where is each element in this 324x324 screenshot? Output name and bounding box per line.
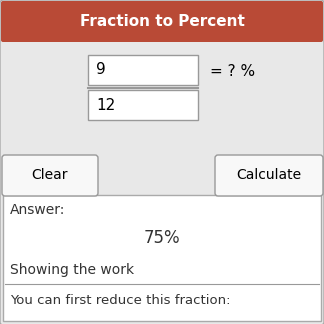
FancyBboxPatch shape [88, 55, 198, 85]
FancyBboxPatch shape [2, 155, 98, 196]
FancyBboxPatch shape [3, 195, 321, 321]
Text: 9: 9 [96, 63, 106, 77]
FancyBboxPatch shape [215, 155, 323, 196]
Text: Clear: Clear [32, 168, 68, 182]
Text: 12: 12 [96, 98, 115, 112]
Text: Answer:: Answer: [10, 203, 65, 217]
Text: Calculate: Calculate [237, 168, 302, 182]
Text: Showing the work: Showing the work [10, 263, 134, 277]
Text: 75%: 75% [144, 229, 180, 247]
FancyBboxPatch shape [1, 1, 323, 42]
Text: Fraction to Percent: Fraction to Percent [80, 15, 244, 29]
FancyBboxPatch shape [88, 90, 198, 120]
Text: = ? %: = ? % [210, 64, 255, 79]
FancyBboxPatch shape [3, 20, 321, 40]
Text: You can first reduce this fraction:: You can first reduce this fraction: [10, 294, 230, 307]
